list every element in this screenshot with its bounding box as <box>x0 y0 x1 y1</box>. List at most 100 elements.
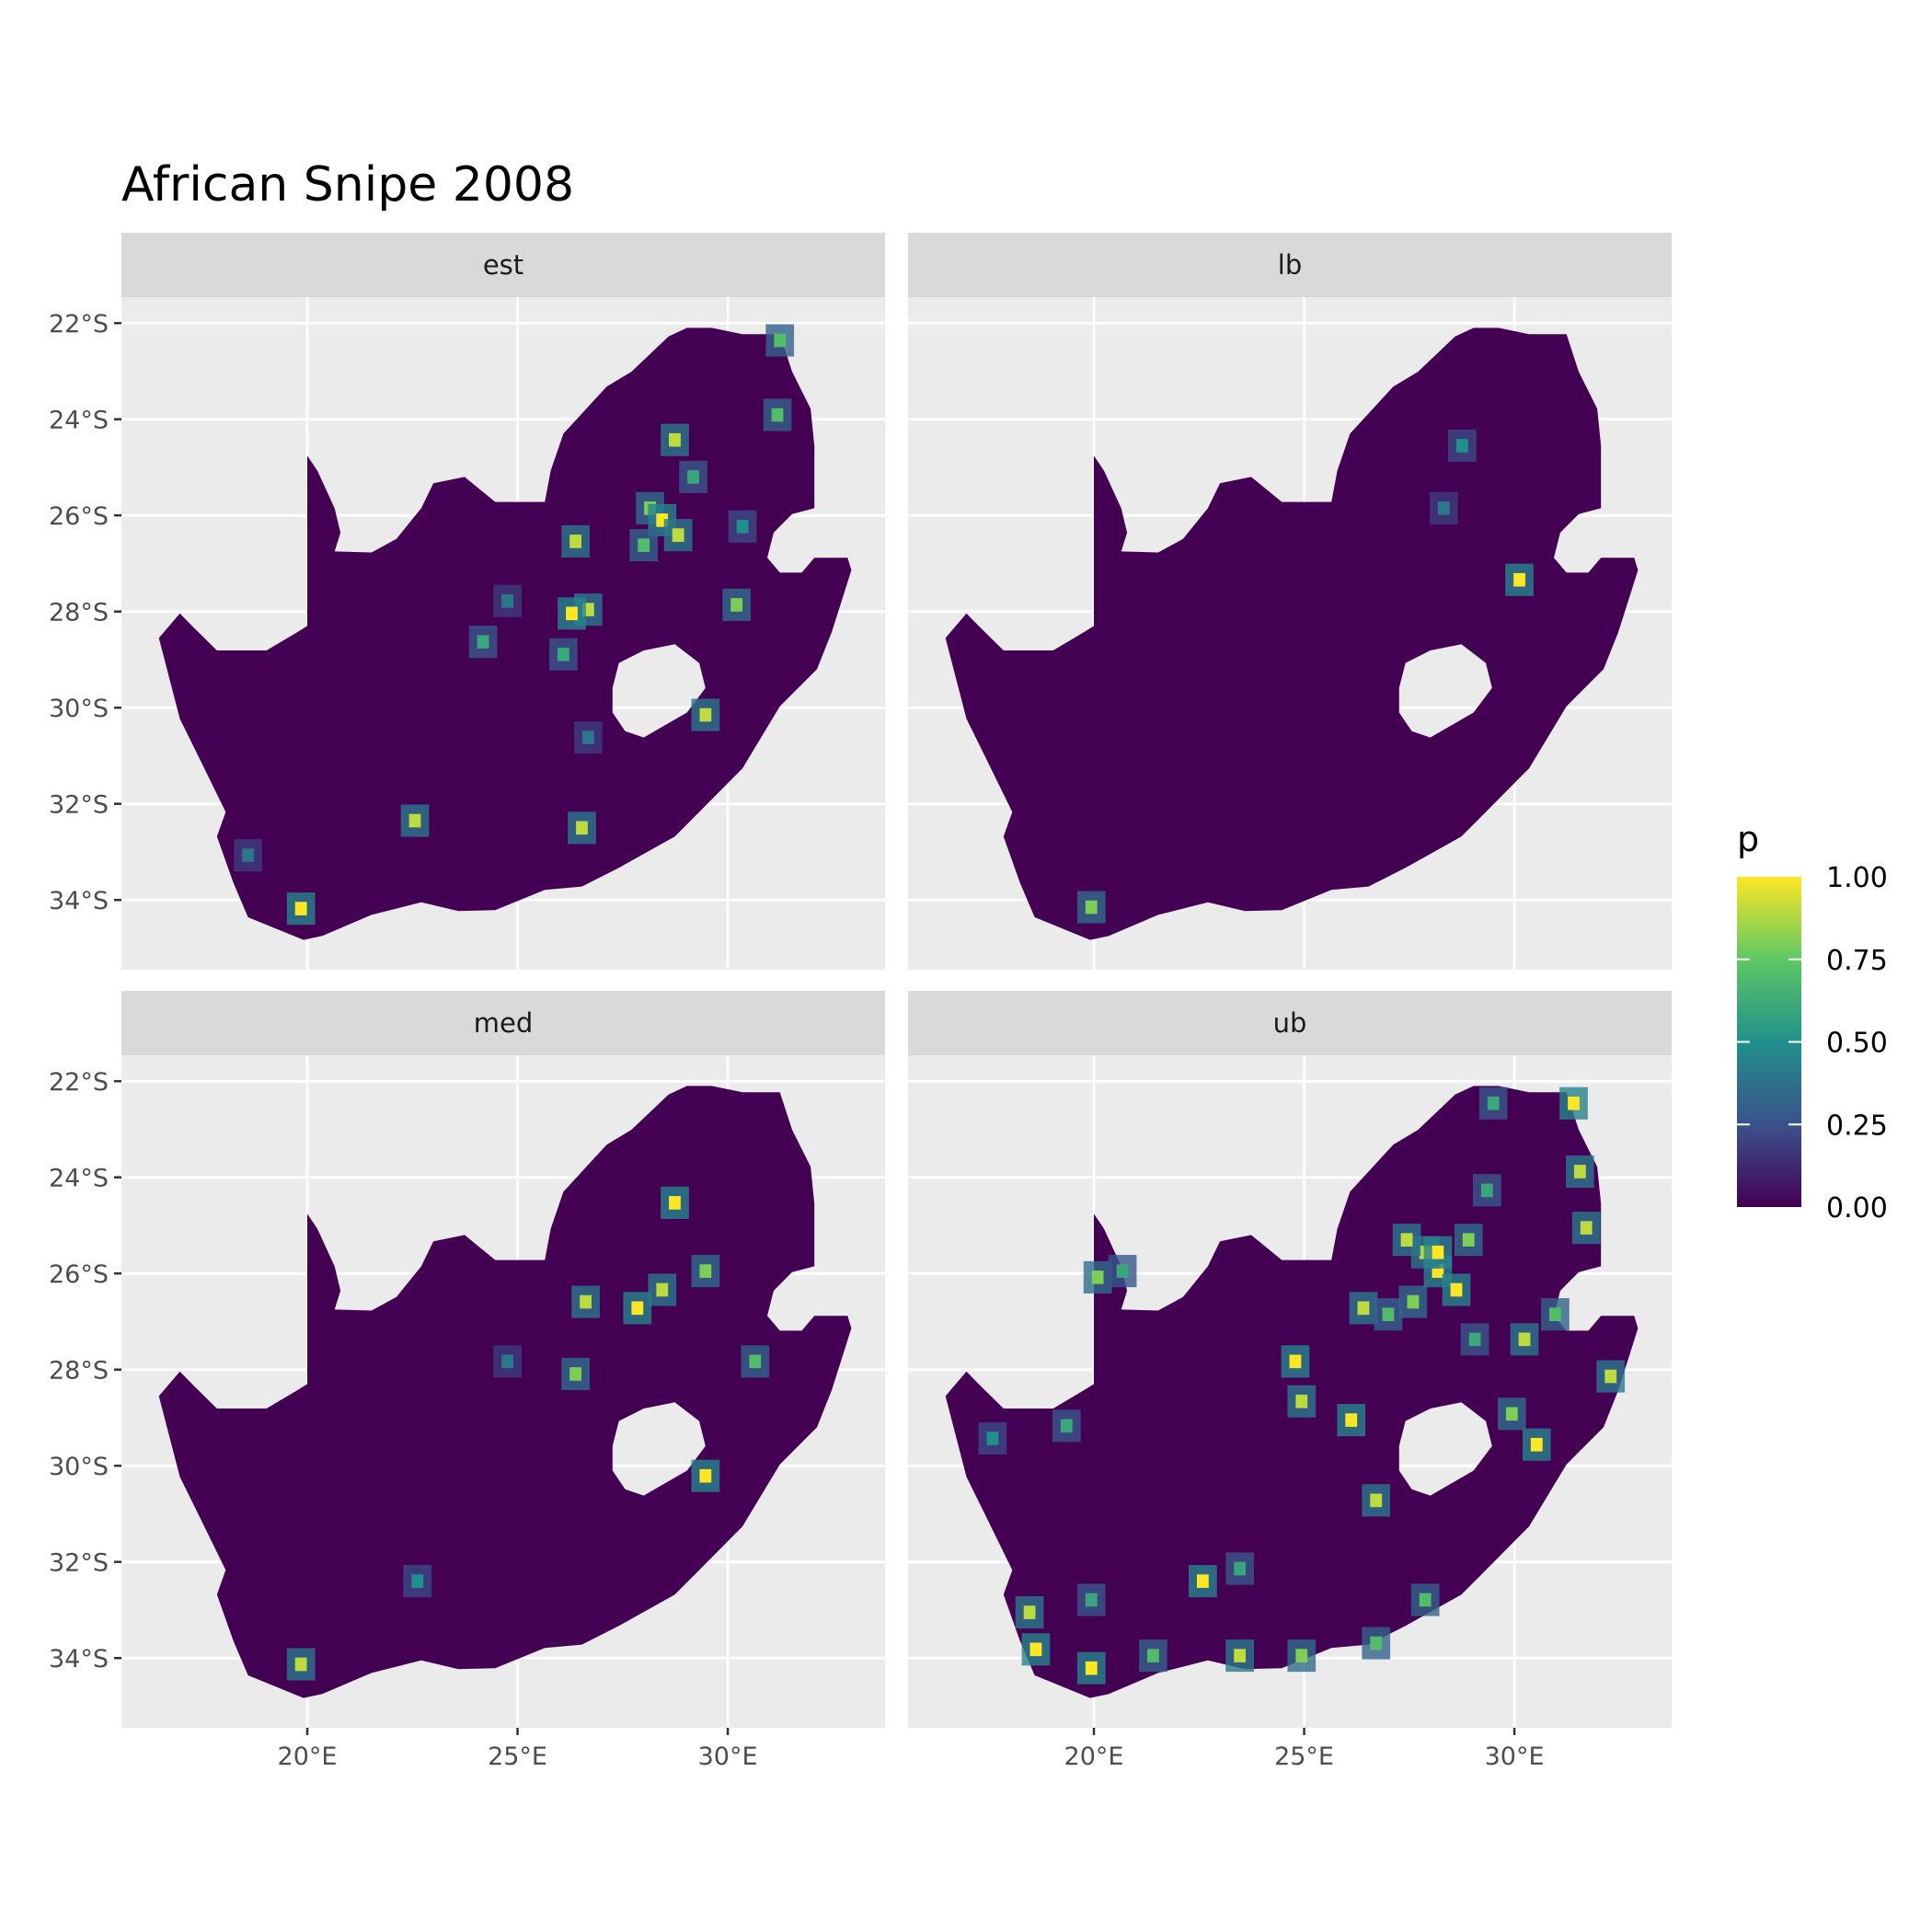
heat-cell <box>1530 1437 1543 1452</box>
heat-cell <box>1029 1642 1042 1657</box>
x-tick-label: 20°E <box>1064 1742 1124 1771</box>
x-tick-label: 20°E <box>278 1742 338 1771</box>
heat-cell <box>1060 1419 1073 1433</box>
heat-cell <box>774 333 787 348</box>
region-fill <box>158 328 852 940</box>
y-tick-label: 26°S <box>49 502 109 531</box>
heat-cell <box>1432 1245 1444 1259</box>
heat-cell <box>1548 1307 1561 1321</box>
heat-cell <box>672 528 684 542</box>
x-tick-label: 30°E <box>1485 1742 1545 1771</box>
y-tick-label: 30°S <box>49 695 109 723</box>
facet-strip <box>121 233 885 297</box>
facet-strip-label: lb <box>1278 249 1302 281</box>
y-tick-label: 24°S <box>49 1165 109 1193</box>
legend-tick-label: 0.50 <box>1826 1028 1888 1060</box>
heat-cell <box>1091 1271 1104 1284</box>
panel-ub: ub 20°E 25°E 30°E <box>908 991 1672 1771</box>
heat-cell <box>1370 1493 1383 1508</box>
heat-cell <box>1505 1407 1518 1421</box>
heat-cell <box>687 470 699 484</box>
heat-cell <box>699 1468 712 1483</box>
y-tick-label: 30°S <box>49 1453 109 1481</box>
heat-cell <box>771 408 784 422</box>
x-tick-label: 30°E <box>698 1742 758 1771</box>
heat-cell <box>1573 1165 1586 1179</box>
heat-cell <box>1116 1264 1129 1278</box>
y-tick-label: 32°S <box>49 791 109 820</box>
legend-tick-label: 0.25 <box>1826 1110 1888 1142</box>
heat-cell <box>411 1574 424 1588</box>
facet-strip <box>121 991 885 1055</box>
heat-cell <box>576 821 588 835</box>
y-tick-label: 22°S <box>49 310 109 339</box>
legend-tick-label: 0.75 <box>1826 945 1888 977</box>
heat-cell <box>1580 1221 1593 1235</box>
panel-lb: lb <box>908 233 1672 970</box>
heat-cell <box>1450 1282 1463 1297</box>
heat-cell <box>1289 1354 1302 1369</box>
heat-cell <box>749 1354 762 1369</box>
y-tick-label: 28°S <box>49 599 109 627</box>
heat-cell <box>638 538 650 552</box>
heat-cell <box>501 1354 513 1369</box>
facet-strip <box>908 233 1672 297</box>
heat-cell <box>699 707 712 722</box>
legend-tick-label: 1.00 <box>1826 862 1888 894</box>
heat-cell <box>1295 1394 1308 1409</box>
heat-cell <box>1419 1593 1432 1607</box>
heat-cell <box>580 1294 592 1309</box>
legend-tick-label: 0.00 <box>1826 1192 1888 1225</box>
heat-cell <box>669 1196 681 1210</box>
heat-cell <box>669 432 681 447</box>
heat-cell <box>1196 1574 1209 1588</box>
facet-strip <box>908 991 1672 1055</box>
chart-title: African Snipe 2008 <box>121 157 574 213</box>
heat-cell <box>986 1432 999 1445</box>
panel-med: med 22°S 24°S 26°S 28°S 30°S 32°S 34°S 20°E 25°E 3… <box>49 991 885 1771</box>
y-tick-label: 34°S <box>49 887 109 915</box>
heat-cell <box>1400 1233 1413 1247</box>
heat-cell <box>569 1367 582 1381</box>
heat-cell <box>294 902 307 915</box>
heat-cell <box>1462 1233 1475 1247</box>
heat-cell <box>477 635 489 649</box>
heat-cell <box>730 598 743 612</box>
region-fill <box>945 328 1639 940</box>
heat-cell <box>501 593 513 608</box>
heat-cell <box>1085 900 1098 914</box>
y-tick-label: 26°S <box>49 1260 109 1289</box>
heat-cell <box>557 647 569 661</box>
heat-cell <box>1234 1561 1247 1576</box>
heat-cell <box>581 730 594 744</box>
heat-cell <box>569 535 582 548</box>
heat-cell <box>736 519 749 534</box>
y-tick-label: 22°S <box>49 1068 109 1097</box>
panel-est: est 22°S 24°S 26°S 28°S 30°S 32°S 34°S <box>49 233 885 970</box>
heat-cell <box>656 1282 669 1297</box>
heat-cell <box>1357 1301 1370 1316</box>
heat-cell <box>1345 1413 1358 1427</box>
heat-cell <box>1568 1096 1580 1110</box>
heat-cell <box>1382 1307 1395 1321</box>
facet-panels: est 22°S 24°S 26°S 28°S 30°S 32°S 34°S lb med 22°S… <box>49 233 1672 1771</box>
facet-strip-label: med <box>474 1007 534 1039</box>
x-tick-label: 25°E <box>1274 1742 1334 1771</box>
heat-cell <box>1407 1294 1420 1309</box>
y-tick-label: 34°S <box>49 1645 109 1673</box>
heat-cell <box>699 1264 712 1278</box>
region-fill <box>158 1086 852 1698</box>
heat-cell <box>294 1657 307 1672</box>
heat-cell <box>1085 1661 1098 1675</box>
heat-cell <box>1147 1649 1159 1662</box>
heat-cell <box>1487 1096 1500 1110</box>
heat-cell <box>1437 501 1450 515</box>
color-legend: p 1.00 0.75 0.50 0.25 0.00 <box>1737 819 1888 1225</box>
x-tick-label: 25°E <box>488 1742 547 1771</box>
y-tick-label: 28°S <box>49 1357 109 1386</box>
y-tick-label: 24°S <box>49 407 109 435</box>
heat-cell <box>1518 1332 1531 1347</box>
heat-cell <box>1513 572 1525 587</box>
facet-strip-label: ub <box>1273 1007 1307 1039</box>
